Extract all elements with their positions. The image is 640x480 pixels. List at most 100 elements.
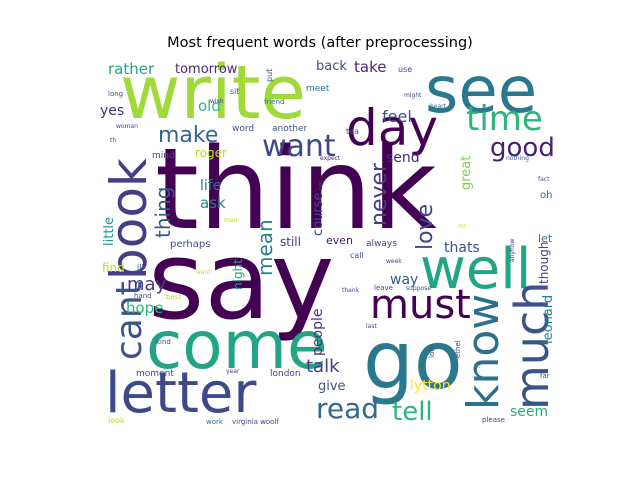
word-84: thank	[342, 287, 360, 294]
word-79: fact	[538, 176, 550, 183]
word-63: mind	[152, 151, 175, 161]
word-86: lord	[428, 345, 436, 358]
word-55: oh	[540, 190, 552, 201]
word-91: best	[166, 293, 181, 301]
word-44: great	[459, 156, 474, 190]
word-96: work	[206, 418, 224, 426]
word-6: day	[346, 99, 438, 157]
word-57: london	[270, 369, 301, 379]
word-97: virginia woolf	[232, 418, 279, 426]
word-59: word	[232, 124, 254, 134]
word-74: expect	[320, 155, 341, 162]
word-93: want	[196, 269, 211, 276]
word-49: even	[326, 234, 353, 247]
word-26: feel	[382, 107, 412, 126]
word-30: life	[200, 178, 221, 194]
word-32: yes	[100, 103, 124, 119]
word-51: back	[316, 59, 347, 74]
word-39: give	[318, 379, 346, 394]
word-10: much	[505, 282, 559, 410]
word-62: tea	[346, 127, 359, 136]
word-58: moment	[136, 369, 174, 379]
word-13: time	[466, 99, 543, 139]
word-3: see	[425, 54, 537, 128]
word-42: little	[102, 217, 117, 246]
word-41: thats	[444, 240, 480, 256]
word-90: hand	[134, 292, 152, 300]
word-92: man	[224, 217, 238, 224]
word-36: people	[310, 309, 326, 356]
word-11: know	[458, 294, 509, 410]
word-98: please	[482, 416, 505, 424]
word-20: love	[413, 204, 438, 250]
word-80: week	[386, 258, 402, 265]
word-31: old	[198, 97, 221, 115]
word-52: perhaps	[170, 239, 210, 250]
word-94: year	[226, 368, 240, 375]
word-29: ask	[200, 194, 226, 212]
word-1: say	[148, 219, 334, 344]
word-40: way	[390, 272, 418, 288]
word-21: never	[367, 162, 392, 226]
word-0: think	[155, 125, 437, 255]
word-14: cant	[109, 281, 150, 360]
word-61: meet	[306, 84, 330, 94]
word-87: ethel	[454, 340, 462, 358]
word-43: leonard	[541, 295, 556, 344]
word-9: book	[100, 158, 158, 280]
word-83: leave	[374, 284, 393, 292]
chart-title: Most frequent words (after preprocessing…	[167, 35, 473, 51]
word-75: two	[318, 181, 324, 190]
word-34: tomorrow	[175, 62, 238, 77]
word-60: another	[272, 124, 307, 134]
word-82: anyhow	[509, 238, 516, 262]
word-99: mr	[458, 223, 467, 230]
word-23: mean	[253, 219, 277, 276]
word-77: might	[404, 92, 422, 99]
word-25: may	[127, 274, 167, 295]
word-78: heart	[430, 103, 447, 110]
word-27: send	[386, 150, 420, 166]
word-50: roger	[195, 146, 227, 160]
word-5: go	[363, 314, 463, 407]
word-28: take	[354, 58, 386, 76]
word-70: long	[108, 90, 123, 98]
word-46: night	[231, 259, 245, 290]
word-66: put	[265, 69, 274, 82]
word-4: come	[146, 307, 328, 384]
word-22: thing	[151, 187, 175, 238]
word-35: hope	[126, 299, 163, 317]
word-15: want	[262, 129, 336, 164]
word-73: call	[350, 251, 364, 260]
word-81: suppose	[406, 285, 431, 292]
word-37: lytton	[410, 378, 451, 394]
word-88: far	[540, 372, 550, 380]
word-38: seem	[510, 404, 548, 420]
word-64: ill	[137, 263, 144, 272]
word-68: friend	[264, 98, 284, 106]
word-33: rather	[108, 60, 155, 78]
word-47: find	[102, 261, 125, 275]
word-8: well	[420, 237, 531, 302]
word-17: tell	[392, 397, 433, 427]
word-67: use	[398, 65, 412, 74]
word-24: talk	[306, 356, 340, 377]
word-76: nothing	[506, 155, 529, 162]
word-89: kind	[156, 338, 171, 346]
word-95: look	[108, 416, 125, 425]
word-7: letter	[105, 361, 257, 426]
word-53: though	[537, 242, 551, 284]
word-72: th	[110, 137, 116, 144]
word-85: last	[366, 323, 377, 330]
word-54: let	[538, 232, 553, 245]
word-2: write	[120, 50, 306, 136]
word-45: course	[311, 193, 326, 236]
word-12: must	[370, 282, 471, 328]
word-69: wish	[210, 98, 224, 105]
word-71: woman	[116, 123, 138, 130]
word-18: make	[158, 123, 218, 148]
word-65: sit	[230, 87, 240, 96]
word-16: read	[316, 392, 379, 425]
